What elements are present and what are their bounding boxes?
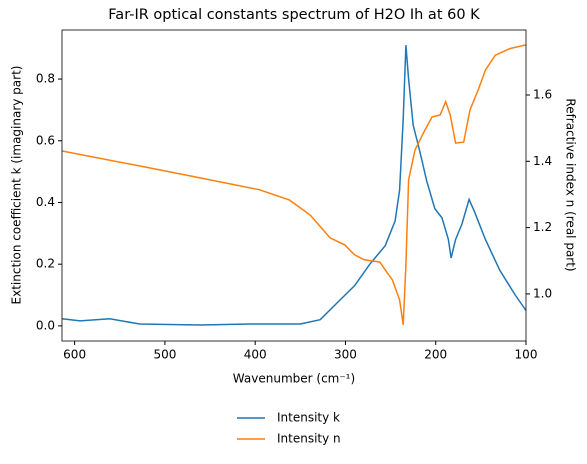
x-tick-label: 600	[63, 348, 86, 362]
x-tick-label: 100	[515, 348, 538, 362]
y2-tick-label: 1.2	[533, 220, 552, 234]
x-tick-label: 500	[153, 348, 176, 362]
data-line	[62, 44, 526, 325]
x-tick-label: 400	[244, 348, 267, 362]
y2-tick-label: 1.4	[533, 154, 552, 168]
y2-axis-label: Refractive index n (real part)	[564, 98, 578, 271]
plot-frame	[61, 29, 527, 342]
y2-tick-label: 1.0	[533, 286, 552, 300]
chart-title: Far-IR optical constants spectrum of H2O…	[108, 7, 480, 23]
y-axis-label: Extinction coefficient k (imaginary part…	[10, 66, 24, 305]
y-tick-label: 0.6	[36, 133, 55, 147]
data-line	[62, 45, 526, 326]
y-tick-label: 0.0	[36, 318, 55, 332]
x-tick-label: 300	[334, 348, 357, 362]
x-axis-label: Wavenumber (cm⁻¹)	[233, 372, 355, 386]
y-tick-label: 0.2	[36, 257, 55, 271]
legend-label: Intensity k	[277, 411, 340, 425]
legend-label: Intensity n	[277, 432, 341, 446]
x-tick-label: 200	[424, 348, 447, 362]
y-tick-label: 0.4	[36, 195, 55, 209]
y-tick-label: 0.8	[36, 72, 55, 86]
y2-tick-label: 1.6	[533, 87, 552, 101]
